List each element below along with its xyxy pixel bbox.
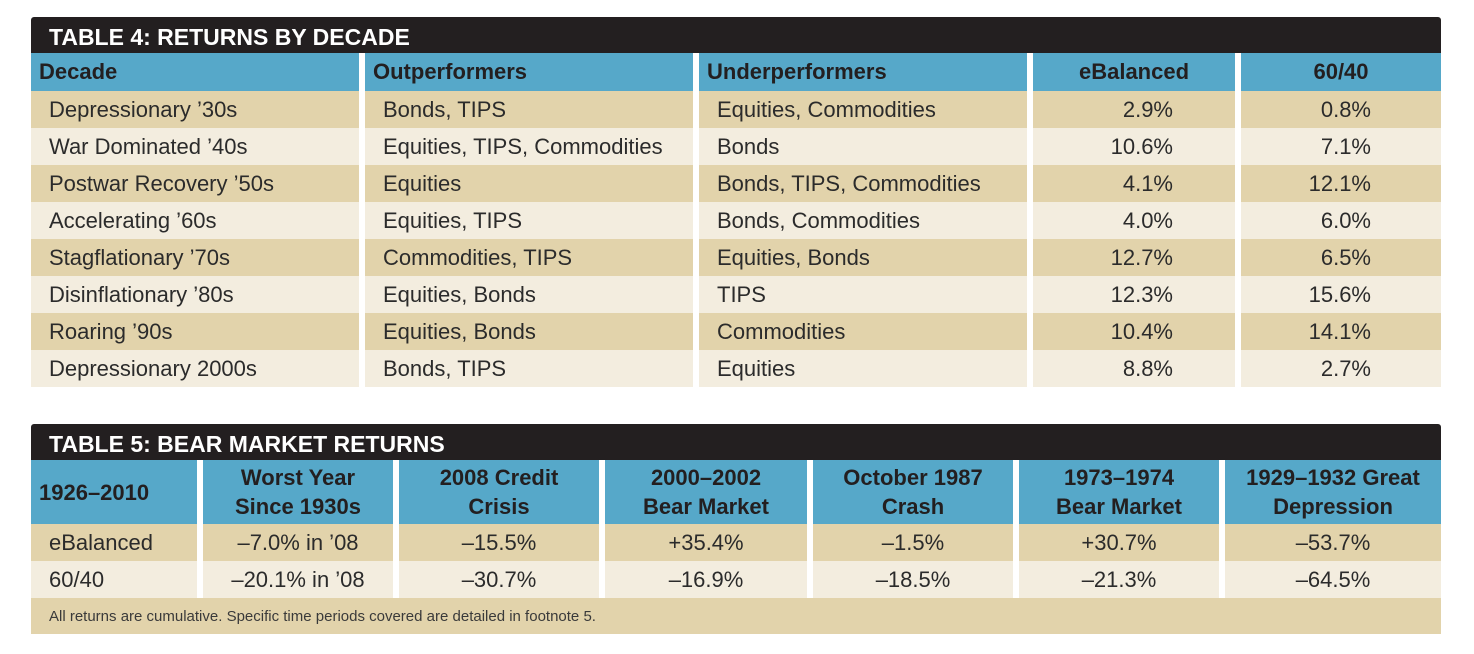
cell-60-40: 2.7% <box>1241 350 1441 387</box>
cell-ebalanced: 4.0% <box>1033 202 1241 239</box>
cell-decade: Postwar Recovery ’50s <box>31 165 365 202</box>
cell-great-depression: –64.5% <box>1225 561 1441 598</box>
table4-title: TABLE 4: RETURNS BY DECADE <box>31 17 1441 53</box>
col-header-great-depression: 1929–1932 Great Depression <box>1225 460 1441 524</box>
cell-60-40: 15.6% <box>1241 276 1441 313</box>
cell-worst-year: –20.1% in ’08 <box>203 561 399 598</box>
cell-decade: Depressionary 2000s <box>31 350 365 387</box>
cell-ebalanced: 4.1% <box>1033 165 1241 202</box>
col-header-october-1987-crash: October 1987 Crash <box>813 460 1019 524</box>
cell-underperformers: Bonds <box>699 128 1033 165</box>
cell-decade: Depressionary ’30s <box>31 91 365 128</box>
cell-2000-2002-bear-market: –16.9% <box>605 561 813 598</box>
table4-grid: Decade Outperformers Underperformers eBa… <box>31 53 1441 387</box>
cell-60-40: 12.1% <box>1241 165 1441 202</box>
table5-header-row: 1926–2010 Worst Year Since 1930s 2008 Cre… <box>31 460 1441 524</box>
cell-2000-2002-bear-market: +35.4% <box>605 524 813 561</box>
cell-ebalanced: 12.7% <box>1033 239 1241 276</box>
cell-decade: Roaring ’90s <box>31 313 365 350</box>
cell-outperformers: Commodities, TIPS <box>365 239 699 276</box>
cell-underperformers: Commodities <box>699 313 1033 350</box>
table-row: Accelerating ’60s Equities, TIPS Bonds, … <box>31 202 1441 239</box>
table-row: eBalanced –7.0% in ’08 –15.5% +35.4% –1.… <box>31 524 1441 561</box>
cell-outperformers: Equities, Bonds <box>365 313 699 350</box>
table-row: Depressionary ’30s Bonds, TIPS Equities,… <box>31 91 1441 128</box>
cell-underperformers: Bonds, Commodities <box>699 202 1033 239</box>
cell-worst-year: –7.0% in ’08 <box>203 524 399 561</box>
cell-outperformers: Equities <box>365 165 699 202</box>
returns-by-decade-table: TABLE 4: RETURNS BY DECADE Decade Outper… <box>31 17 1441 387</box>
col-header-outperformers: Outperformers <box>365 53 699 91</box>
table5-footnote: All returns are cumulative. Specific tim… <box>31 598 1441 634</box>
cell-decade: War Dominated ’40s <box>31 128 365 165</box>
bear-market-returns-table: TABLE 5: BEAR MARKET RETURNS 1926–2010 W… <box>31 424 1441 634</box>
cell-underperformers: Bonds, TIPS, Commodities <box>699 165 1033 202</box>
cell-ebalanced: 10.4% <box>1033 313 1241 350</box>
col-header-2000-2002-bear-market: 2000–2002 Bear Market <box>605 460 813 524</box>
cell-60-40: 6.5% <box>1241 239 1441 276</box>
cell-underperformers: TIPS <box>699 276 1033 313</box>
table-row: Stagflationary ’70s Commodities, TIPS Eq… <box>31 239 1441 276</box>
col-header-period: 1926–2010 <box>31 460 203 524</box>
cell-decade: Disinflationary ’80s <box>31 276 365 313</box>
cell-underperformers: Equities, Commodities <box>699 91 1033 128</box>
table5-grid: 1926–2010 Worst Year Since 1930s 2008 Cre… <box>31 460 1441 598</box>
cell-portfolio: eBalanced <box>31 524 203 561</box>
cell-1973-1974-bear-market: +30.7% <box>1019 524 1225 561</box>
col-header-2008-credit-crisis: 2008 Credit Crisis <box>399 460 605 524</box>
cell-ebalanced: 12.3% <box>1033 276 1241 313</box>
col-header-60-40: 60/40 <box>1241 53 1441 91</box>
cell-outperformers: Equities, TIPS, Commodities <box>365 128 699 165</box>
col-header-worst-year: Worst Year Since 1930s <box>203 460 399 524</box>
cell-ebalanced: 2.9% <box>1033 91 1241 128</box>
cell-2008-credit-crisis: –15.5% <box>399 524 605 561</box>
cell-october-1987-crash: –1.5% <box>813 524 1019 561</box>
cell-decade: Accelerating ’60s <box>31 202 365 239</box>
table4-header-row: Decade Outperformers Underperformers eBa… <box>31 53 1441 91</box>
cell-underperformers: Equities <box>699 350 1033 387</box>
table-row: Disinflationary ’80s Equities, Bonds TIP… <box>31 276 1441 313</box>
cell-outperformers: Equities, Bonds <box>365 276 699 313</box>
cell-october-1987-crash: –18.5% <box>813 561 1019 598</box>
cell-portfolio: 60/40 <box>31 561 203 598</box>
table-row: Postwar Recovery ’50s Equities Bonds, TI… <box>31 165 1441 202</box>
cell-ebalanced: 10.6% <box>1033 128 1241 165</box>
cell-60-40: 6.0% <box>1241 202 1441 239</box>
col-header-underperformers: Underperformers <box>699 53 1033 91</box>
table-row: War Dominated ’40s Equities, TIPS, Commo… <box>31 128 1441 165</box>
col-header-ebalanced: eBalanced <box>1033 53 1241 91</box>
cell-ebalanced: 8.8% <box>1033 350 1241 387</box>
cell-decade: Stagflationary ’70s <box>31 239 365 276</box>
cell-underperformers: Equities, Bonds <box>699 239 1033 276</box>
cell-60-40: 0.8% <box>1241 91 1441 128</box>
cell-outperformers: Equities, TIPS <box>365 202 699 239</box>
cell-60-40: 14.1% <box>1241 313 1441 350</box>
cell-great-depression: –53.7% <box>1225 524 1441 561</box>
table5-title: TABLE 5: BEAR MARKET RETURNS <box>31 424 1441 460</box>
cell-outperformers: Bonds, TIPS <box>365 91 699 128</box>
cell-1973-1974-bear-market: –21.3% <box>1019 561 1225 598</box>
col-header-decade: Decade <box>31 53 365 91</box>
col-header-1973-1974-bear-market: 1973–1974 Bear Market <box>1019 460 1225 524</box>
table-row: 60/40 –20.1% in ’08 –30.7% –16.9% –18.5%… <box>31 561 1441 598</box>
cell-60-40: 7.1% <box>1241 128 1441 165</box>
table-row: Roaring ’90s Equities, Bonds Commodities… <box>31 313 1441 350</box>
cell-outperformers: Bonds, TIPS <box>365 350 699 387</box>
cell-2008-credit-crisis: –30.7% <box>399 561 605 598</box>
table-row: Depressionary 2000s Bonds, TIPS Equities… <box>31 350 1441 387</box>
